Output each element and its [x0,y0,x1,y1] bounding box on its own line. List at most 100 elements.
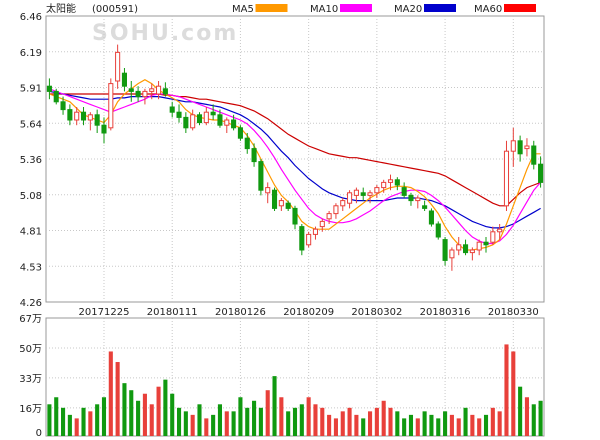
volume-bar [156,386,161,436]
volume-bar [258,407,263,436]
date-tick-label: 20180126 [215,307,266,318]
candle-body [531,145,537,165]
candlesticks [46,44,544,271]
candle-body [237,127,243,139]
candle-body [162,88,168,95]
price-tick-label: 5.91 [20,84,42,95]
legend-swatch-ma20 [424,4,456,12]
candle-body [394,179,400,186]
volume-bar [67,414,72,436]
candle-body [510,140,516,152]
candle-body [422,205,428,209]
candle-body [80,111,87,121]
price-tick-label: 5.64 [20,119,42,130]
candle-body [46,85,52,92]
candle-body [387,179,394,183]
candle-body [101,124,107,134]
volume-bar [504,344,509,436]
stock-code: (000591) [92,4,138,15]
volume-bar [204,418,209,436]
candle-body [367,192,373,196]
candle-body [87,114,93,121]
candle-body [306,233,312,246]
candle-body [67,109,73,121]
price-tick-label: 5.36 [20,155,42,166]
price-panel: 6.46 6.19 5.91 5.64 5.36 5.08 4.81 4.53 4.26 201… [20,12,545,436]
date-tick-label: 20180302 [351,307,402,318]
volume-bar [449,414,454,436]
volume-bar [497,411,502,436]
volume-bar [381,400,386,436]
volume-bar [149,404,154,436]
volume-bar [170,393,175,436]
candle-body [121,72,127,87]
volume-bar [422,411,427,436]
legend: MA5 MA10 MA20 MA60 [232,4,536,15]
volume-bar [306,397,311,436]
candle-body [128,88,134,92]
candle-body [231,119,237,129]
candle-body [456,244,462,251]
candle-body [538,163,544,183]
volume-bar [265,390,270,436]
candle-body [312,228,319,235]
candle-body [333,205,339,215]
candle-body [142,90,148,98]
volume-bar [272,376,277,436]
candle-body [449,249,455,259]
candle-body [469,249,475,254]
candle-body [401,187,407,196]
candle-body [53,90,59,103]
volume-tick-label: 50万 [19,344,42,355]
candle-body [503,150,510,207]
volume-bar [224,411,229,436]
candle-body [115,51,121,82]
candle-body [271,189,278,209]
volume-bar [81,407,86,436]
price-tick-label: 5.08 [20,191,42,202]
volume-bar [538,400,543,436]
candle-body [319,220,325,228]
volume-bars [47,344,543,436]
volume-bar [313,404,318,436]
volume-bar [395,411,400,436]
legend-swatch-ma10 [340,4,372,12]
volume-bar [483,414,489,436]
candle-body [326,213,332,220]
volume-bar [443,411,448,436]
volume-bar [217,404,223,436]
volume-panel: 67万 50万 33万 16万 0 [19,314,545,439]
legend-label-ma60: MA60 [474,4,502,15]
volume-bar [231,411,236,436]
candle-body [258,161,264,191]
volume-bar [524,397,529,436]
volume-bar [374,407,379,436]
volume-bar [518,386,523,436]
volume-bar [340,411,345,436]
price-grid [46,16,544,436]
volume-bar [115,362,120,436]
candle-body [360,192,366,196]
candle-body [497,228,503,233]
legend-label-ma20: MA20 [394,4,422,15]
volume-bar [320,407,325,436]
candle-body [265,187,271,194]
volume-bar [190,414,195,436]
candle-body [183,116,189,129]
candle-body [244,137,250,150]
candle-body [196,114,203,124]
volume-bar [292,407,298,436]
candle-body [490,231,496,243]
watermark: SOHU.com [92,21,238,46]
candle-body [156,85,162,95]
volume-bar [183,411,188,436]
volume-bar [286,411,291,436]
candle-body [203,111,209,124]
volume-bar [511,351,516,436]
volume-bar [531,404,536,436]
volume-bar [211,414,216,436]
volume-bar [238,397,243,436]
volume-bar [47,404,52,436]
